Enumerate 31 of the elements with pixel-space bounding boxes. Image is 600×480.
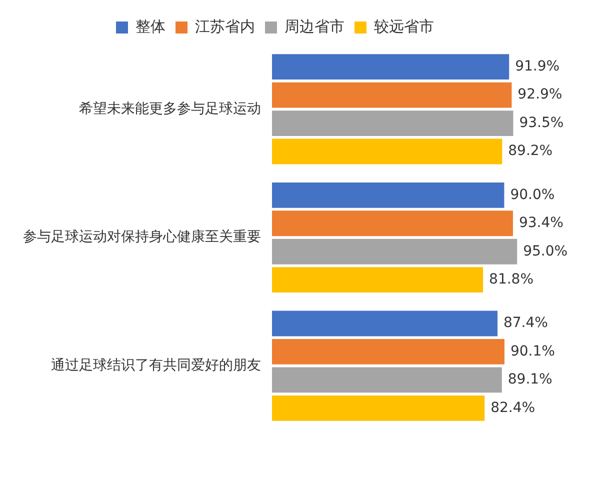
data-label: 90.1%	[510, 343, 555, 360]
y-tick-label: 通过足球结识了有共同爱好的朋友	[51, 357, 261, 374]
bar	[272, 138, 502, 164]
bar	[272, 54, 510, 80]
data-label: 89.2%	[508, 143, 553, 160]
bar	[272, 238, 518, 264]
legend-label: 周边省市	[284, 17, 344, 36]
legend-label: 整体	[136, 17, 166, 36]
data-label: 95.0%	[523, 243, 568, 260]
data-label: 93.4%	[518, 215, 564, 232]
data-label: 81.8%	[489, 271, 534, 288]
y-tick-label: 希望未来能更多参与足球运动	[79, 100, 261, 117]
data-label: 82.4%	[490, 400, 536, 416]
bar	[272, 267, 484, 293]
bar	[272, 339, 504, 364]
bar	[272, 82, 512, 108]
bar	[272, 182, 504, 208]
bar	[272, 110, 514, 136]
data-label: 87.4%	[503, 315, 548, 332]
data-label: 90.0%	[510, 186, 555, 203]
data-label: 93.5%	[519, 114, 564, 131]
data-label: 91.9%	[515, 58, 560, 74]
bar	[272, 210, 513, 236]
legend-label: 江苏省内	[195, 17, 255, 36]
data-label: 92.9%	[518, 86, 562, 103]
legend-label: 较远省市	[374, 17, 434, 36]
y-tick-label: 参与足球运动对保持身心健康至关重要	[23, 229, 261, 246]
bar	[272, 367, 502, 393]
data-label: 89.1%	[508, 372, 552, 388]
bar	[272, 395, 485, 421]
bar	[272, 310, 498, 336]
